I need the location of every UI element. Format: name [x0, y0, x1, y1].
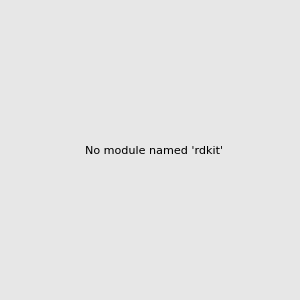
Text: No module named 'rdkit': No module named 'rdkit' [85, 146, 223, 157]
